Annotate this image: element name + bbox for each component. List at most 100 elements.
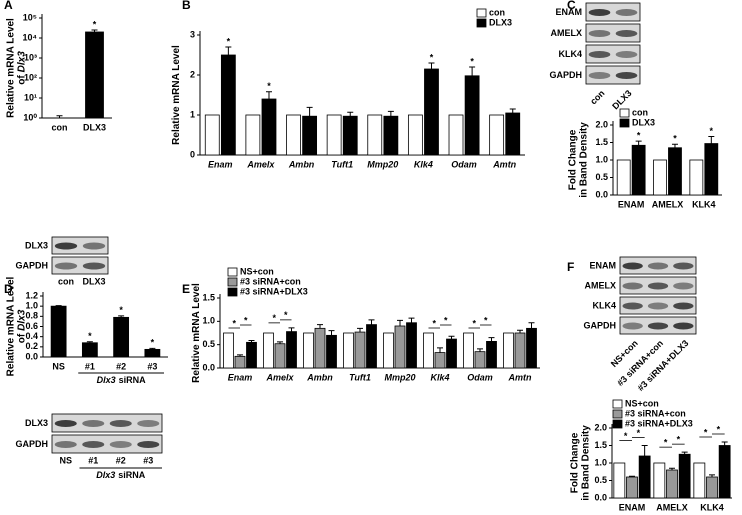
- x-tick-label: ENAM: [618, 199, 645, 209]
- error-bar: [86, 341, 93, 343]
- legend-label: DLX3: [632, 117, 655, 127]
- bar: [693, 462, 706, 499]
- blot-band: [137, 441, 160, 448]
- bar: [326, 114, 342, 156]
- bar: [246, 341, 257, 369]
- blot-band: [647, 302, 669, 310]
- significance: *: [430, 52, 434, 62]
- y-tick-label: 0.6: [25, 321, 38, 331]
- group-label: Dlx3 siRNA: [97, 375, 147, 385]
- significance: *: [637, 428, 641, 438]
- error-bar: [397, 319, 403, 326]
- bar: [486, 340, 497, 369]
- x-tick-label: NS: [52, 361, 65, 371]
- error-bar: [317, 324, 323, 329]
- error-bar: [265, 91, 272, 99]
- significance: *: [244, 315, 248, 325]
- y-tick-label: 0.8: [25, 311, 38, 321]
- bar: [631, 144, 646, 196]
- significance: *: [227, 36, 231, 46]
- y-tick-label: 2.0: [595, 119, 608, 129]
- x-tick-label: AMELX: [652, 199, 684, 209]
- y-tick-label: 0.0: [202, 362, 215, 372]
- bar: [263, 332, 274, 369]
- blot-row-label: ENAM: [556, 7, 583, 17]
- y-tick-label: 0.5: [594, 475, 607, 485]
- significance: *: [232, 318, 236, 328]
- blot-strip: [585, 2, 641, 22]
- blot-band: [615, 9, 638, 16]
- bar: [261, 98, 277, 156]
- error-bar: [288, 327, 295, 332]
- significance: *: [717, 424, 721, 434]
- blot-band: [615, 30, 638, 37]
- y-tick-label: 0.4: [25, 331, 38, 341]
- error-bar: [237, 354, 243, 357]
- y-tick-label: 1.0: [594, 457, 607, 467]
- y-tick-label: 0.0: [25, 351, 38, 361]
- x-tick-label: Klk4: [430, 372, 449, 382]
- blot-strip: [585, 23, 641, 43]
- group-label-part: Dlx3: [96, 470, 115, 480]
- blot-row-label: GAPDH: [583, 320, 616, 330]
- y-axis-title-part: Relative mRNA Level: [191, 283, 202, 383]
- panel-label: D: [4, 282, 13, 296]
- blot-row-label: AMELX: [551, 28, 583, 38]
- x-tick-label: Mmp20: [367, 159, 398, 169]
- bar: [718, 445, 731, 499]
- error-bar: [387, 110, 394, 117]
- error-bar: [509, 108, 516, 113]
- significance: *: [704, 427, 708, 437]
- y-axis-title: Fold Changein Band Density: [567, 122, 589, 198]
- bar: [245, 114, 261, 156]
- bar: [144, 348, 161, 358]
- x-tick-label: Amtn: [508, 372, 532, 382]
- bar: [326, 334, 337, 369]
- bar: [81, 342, 98, 358]
- x-tick-label: Tuft1: [331, 159, 353, 169]
- legend-label: NS+con: [625, 398, 659, 408]
- error-bar: [277, 341, 283, 344]
- group-label-part: Dlx3: [97, 375, 116, 385]
- bar: [113, 316, 130, 358]
- bar: [85, 31, 104, 119]
- blot-band: [622, 302, 643, 310]
- blot-band: [615, 51, 638, 58]
- error-bar: [671, 143, 678, 148]
- x-tick-label: #3: [147, 361, 157, 371]
- x-tick-label: ENAM: [619, 502, 646, 512]
- blot-band: [647, 262, 669, 270]
- group-label: Dlx3 siRNA: [96, 470, 146, 480]
- blot-lane-label: DLX3: [82, 276, 105, 286]
- panel-label: C: [567, 0, 576, 12]
- bar: [204, 114, 220, 156]
- blot-lane-label: NS: [59, 455, 72, 465]
- legend-swatch: [619, 108, 630, 118]
- significance: *: [470, 56, 474, 66]
- bar: [446, 338, 457, 369]
- legend-label: DLX3: [489, 17, 512, 27]
- legend-label: NS+con: [240, 266, 274, 276]
- blot-row-label: GAPDH: [15, 439, 48, 449]
- bar: [367, 114, 383, 156]
- y-tick-label: 10²: [24, 72, 37, 82]
- bar: [616, 159, 631, 196]
- y-axis-title: Relative mRNA Levelof Dlx3: [5, 18, 27, 118]
- blot-lane-label: #1: [88, 455, 98, 465]
- bar: [220, 54, 236, 156]
- y-tick-label: 1.0: [25, 301, 38, 311]
- error-bar: [469, 66, 476, 76]
- y-tick-label: 10³: [24, 52, 37, 62]
- blot-strip: [51, 413, 163, 433]
- blot-row-label: GAPDH: [15, 260, 48, 270]
- y-tick-label: 0.0: [594, 492, 607, 502]
- legend-label: #3 siRNA+DLX3: [240, 286, 308, 296]
- error-bar: [437, 347, 443, 353]
- blot-band: [673, 262, 694, 270]
- blot-strip: [51, 434, 163, 454]
- significance: *: [677, 435, 681, 445]
- x-tick-label: #1: [85, 361, 95, 371]
- blot-band: [54, 420, 77, 427]
- y-tick-label: 1.5: [202, 292, 215, 302]
- blot-lane-label: con: [58, 276, 74, 286]
